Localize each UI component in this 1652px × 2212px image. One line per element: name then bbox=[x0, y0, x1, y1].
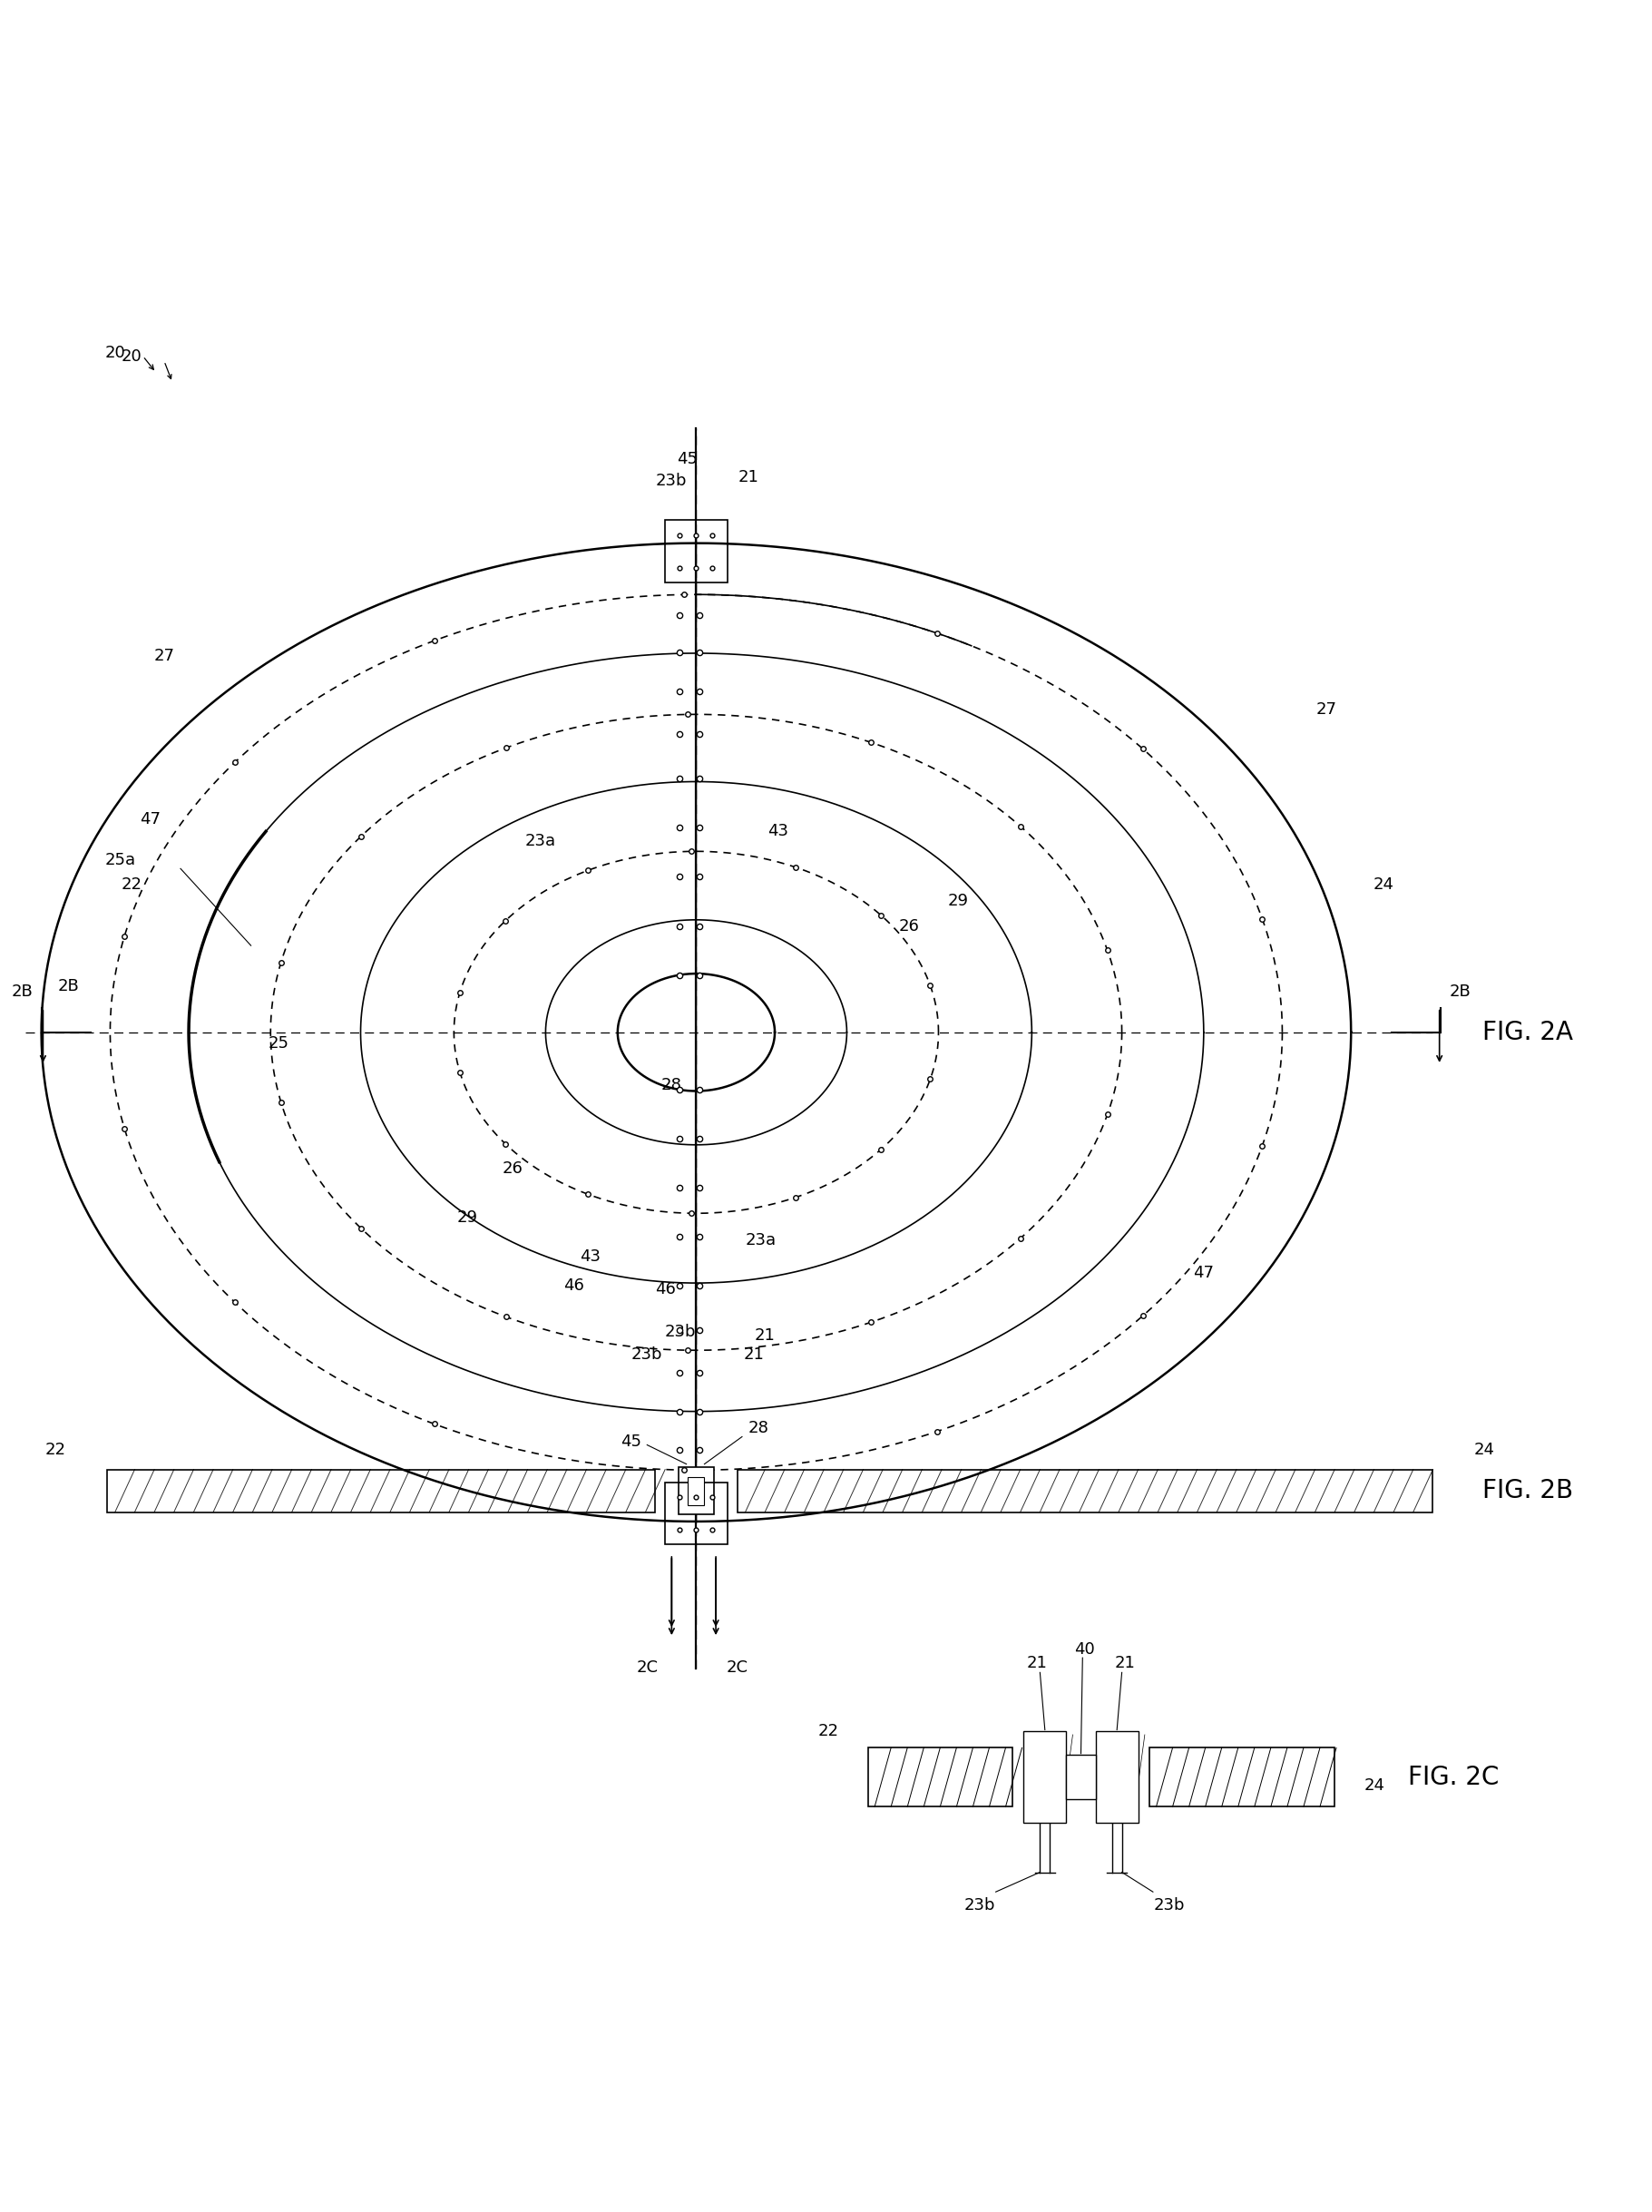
Text: 29: 29 bbox=[456, 1210, 477, 1225]
Text: FIG. 2B: FIG. 2B bbox=[1482, 1478, 1573, 1504]
Text: 28: 28 bbox=[748, 1420, 768, 1438]
Text: 20: 20 bbox=[121, 347, 142, 365]
Bar bbox=[1066, 1754, 1095, 1798]
Text: 27: 27 bbox=[154, 648, 175, 664]
Text: 22: 22 bbox=[45, 1442, 66, 1458]
Text: 21: 21 bbox=[1115, 1655, 1135, 1670]
Text: 46: 46 bbox=[656, 1281, 676, 1298]
Text: 23b: 23b bbox=[664, 1323, 695, 1340]
Bar bbox=[867, 1747, 1013, 1807]
Text: 26: 26 bbox=[502, 1159, 524, 1177]
Text: 24: 24 bbox=[1373, 876, 1394, 894]
Bar bbox=[1150, 1747, 1335, 1807]
Text: 46: 46 bbox=[563, 1279, 583, 1294]
Text: 2B: 2B bbox=[12, 982, 33, 1000]
Text: 22: 22 bbox=[818, 1723, 839, 1739]
Text: 24: 24 bbox=[1474, 1442, 1495, 1458]
Text: 22: 22 bbox=[121, 876, 142, 894]
Text: 23b: 23b bbox=[963, 1898, 995, 1913]
Bar bbox=[737, 1469, 1432, 1513]
Text: FIG. 2A: FIG. 2A bbox=[1482, 1020, 1573, 1044]
Text: 23a: 23a bbox=[745, 1232, 776, 1248]
Bar bbox=[687, 1478, 704, 1504]
Text: 45: 45 bbox=[677, 451, 697, 467]
Text: 43: 43 bbox=[768, 823, 788, 838]
Text: 23a: 23a bbox=[525, 832, 557, 849]
Text: 45: 45 bbox=[620, 1433, 641, 1449]
Bar bbox=[679, 1467, 714, 1515]
Text: FIG. 2C: FIG. 2C bbox=[1408, 1765, 1500, 1790]
Text: 40: 40 bbox=[1074, 1641, 1095, 1657]
Text: 24: 24 bbox=[1365, 1776, 1384, 1794]
Text: 26: 26 bbox=[899, 918, 920, 933]
Text: 23b: 23b bbox=[1153, 1898, 1184, 1913]
Text: 23b: 23b bbox=[631, 1347, 662, 1363]
Text: 25a: 25a bbox=[104, 852, 135, 869]
Text: 47: 47 bbox=[1193, 1265, 1214, 1281]
Bar bbox=[107, 1469, 656, 1513]
Bar bbox=[1024, 1732, 1066, 1823]
Text: 2C: 2C bbox=[636, 1659, 657, 1674]
Bar bbox=[1095, 1732, 1138, 1823]
Text: 27: 27 bbox=[1317, 701, 1336, 719]
Text: 25: 25 bbox=[268, 1035, 289, 1053]
Text: 43: 43 bbox=[580, 1248, 600, 1265]
Text: 29: 29 bbox=[948, 894, 968, 909]
Text: 23b: 23b bbox=[656, 473, 687, 489]
Text: 2B: 2B bbox=[1449, 982, 1470, 1000]
Text: 21: 21 bbox=[755, 1327, 775, 1343]
Text: 21: 21 bbox=[743, 1347, 763, 1363]
Text: 20: 20 bbox=[104, 345, 126, 361]
Bar bbox=[666, 1482, 727, 1544]
Text: 47: 47 bbox=[140, 812, 160, 827]
Text: 21: 21 bbox=[738, 469, 758, 484]
Text: 21: 21 bbox=[1026, 1655, 1047, 1670]
Bar bbox=[666, 520, 727, 582]
Text: 28: 28 bbox=[661, 1077, 682, 1093]
Text: 2B: 2B bbox=[58, 978, 79, 995]
Text: 2C: 2C bbox=[727, 1659, 748, 1674]
